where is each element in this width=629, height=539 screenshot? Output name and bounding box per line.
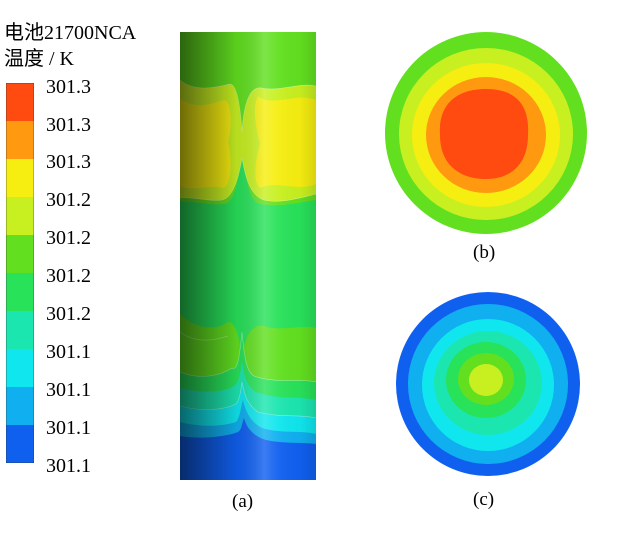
- legend-tick-label: 301.3: [46, 151, 91, 173]
- legend-tick-label: 301.1: [46, 455, 91, 477]
- legend-swatch: [6, 159, 34, 198]
- caption-c: (c): [473, 489, 495, 510]
- legend-tick-label: 301.2: [46, 227, 91, 249]
- legend-swatch: [6, 121, 34, 160]
- legend-swatch: [6, 311, 34, 350]
- legend-swatch: [6, 387, 34, 426]
- cylinder-side-contour: [180, 32, 316, 480]
- caption-a: (a): [232, 491, 254, 512]
- legend-colorbar: [6, 83, 34, 463]
- legend-tick-label: 301.2: [46, 265, 91, 287]
- legend-swatch: [6, 349, 34, 388]
- legend-tick-label: 301.3: [46, 114, 91, 136]
- bottom-section-contour: [396, 292, 580, 476]
- legend-tick-label: 301.1: [46, 417, 91, 439]
- legend-tick-label: 301.2: [46, 189, 91, 211]
- legend-swatch: [6, 273, 34, 312]
- legend-swatch: [6, 425, 34, 463]
- legend-title: 电池21700NCA: [4, 22, 137, 44]
- legend-tick-label: 301.1: [46, 341, 91, 363]
- legend-unit: 温度 / K: [4, 48, 74, 70]
- caption-b: (b): [473, 242, 496, 263]
- legend-swatch: [6, 235, 34, 274]
- legend-swatch: [6, 83, 34, 122]
- legend-tick-label: 301.3: [46, 76, 91, 98]
- legend-tick-label: 301.2: [46, 303, 91, 325]
- legend-tick-label: 301.1: [46, 379, 91, 401]
- top-section-contour: [385, 32, 587, 234]
- legend-swatch: [6, 197, 34, 236]
